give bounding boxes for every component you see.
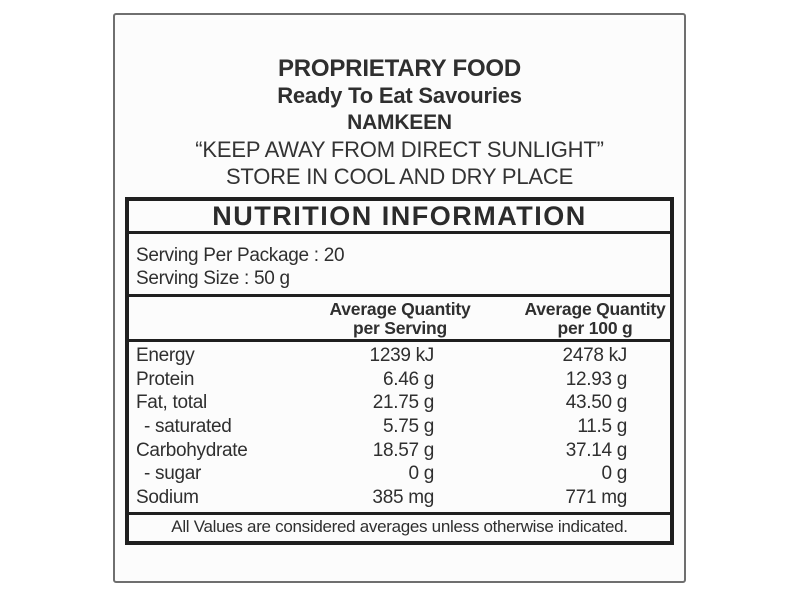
col-header-per-100g-line1: Average Quantity: [524, 299, 666, 319]
table-row-saturated-fat: - saturated 5.75 g 11.5 g: [129, 415, 670, 439]
label-heading: PROPRIETARY FOOD Ready To Eat Savouries …: [115, 55, 684, 190]
col-header-per-100g-line2: per 100 g: [557, 318, 633, 338]
storage-instruction-text: STORE IN COOL AND DRY PLACE: [225, 164, 574, 189]
row-value-per-100g: 43.50 g: [565, 392, 628, 414]
row-label: Sodium: [136, 487, 199, 509]
col-header-per-serving-line1: Average Quantity: [329, 299, 471, 319]
serving-per-package-text: Serving Per Package : 20: [136, 245, 345, 266]
table-row-protein: Protein 6.46 g 12.93 g: [129, 368, 670, 392]
nutrient-rows: Energy 1239 kJ 2478 kJ Protein 6.46 g 12…: [129, 342, 670, 515]
label-frame: PROPRIETARY FOOD Ready To Eat Savouries …: [113, 13, 686, 583]
row-value-per-100g: 37.14 g: [565, 439, 628, 461]
serving-size-text: Serving Size : 50 g: [136, 268, 290, 289]
row-value-per-100g: 11.5 g: [577, 415, 627, 437]
product-type-text: PROPRIETARY FOOD: [277, 55, 522, 82]
table-row-fat-total: Fat, total 21.75 g 43.50 g: [129, 391, 670, 415]
row-value-per-100g: 12.93 g: [565, 368, 628, 390]
table-row-carbohydrate: Carbohydrate 18.57 g 37.14 g: [129, 439, 670, 463]
row-label: - saturated: [144, 415, 232, 437]
row-value-per-serving: 6.46 g: [382, 368, 434, 390]
product-name-text: NAMKEEN: [347, 111, 452, 134]
storage-warning-text: “KEEP AWAY FROM DIRECT SUNLIGHT”: [195, 137, 604, 162]
row-value-per-serving: 18.57 g: [372, 439, 435, 461]
row-value-per-serving: 1239 kJ: [369, 344, 435, 366]
row-label: - sugar: [144, 463, 202, 485]
row-label: Carbohydrate: [136, 439, 248, 461]
nutrition-table-title: NUTRITION INFORMATION: [129, 201, 670, 234]
col-header-per-100g: Average Quantity per 100 g: [524, 300, 665, 338]
table-row-energy: Energy 1239 kJ 2478 kJ: [129, 344, 670, 368]
row-value-per-100g: 0 g: [601, 463, 627, 485]
serving-info: Serving Per Package : 20 Serving Size : …: [129, 234, 670, 297]
table-row-sugar: - sugar 0 g 0 g: [129, 463, 670, 487]
nutrition-table: NUTRITION INFORMATION Serving Per Packag…: [125, 197, 674, 545]
row-value-per-serving: 21.75 g: [372, 392, 435, 414]
row-value-per-100g: 771 mg: [565, 487, 627, 509]
row-value-per-serving: 5.75 g: [382, 415, 434, 437]
row-value-per-serving: 385 mg: [372, 487, 434, 509]
product-category-text: Ready To Eat Savouries: [277, 83, 522, 108]
row-value-per-100g: 2478 kJ: [562, 344, 628, 366]
col-header-per-serving: Average Quantity per Serving: [329, 300, 470, 338]
row-value-per-serving: 0 g: [408, 463, 434, 485]
row-label: Protein: [136, 368, 195, 390]
footnote: All Values are considered averages unles…: [171, 517, 628, 536]
table-row-sodium: Sodium 385 mg 771 mg: [129, 486, 670, 510]
row-label: Energy: [136, 344, 195, 366]
row-label: Fat, total: [136, 392, 207, 414]
col-header-per-serving-line2: per Serving: [352, 318, 448, 338]
column-header-row: Average Quantity per Serving Average Qua…: [129, 297, 670, 342]
